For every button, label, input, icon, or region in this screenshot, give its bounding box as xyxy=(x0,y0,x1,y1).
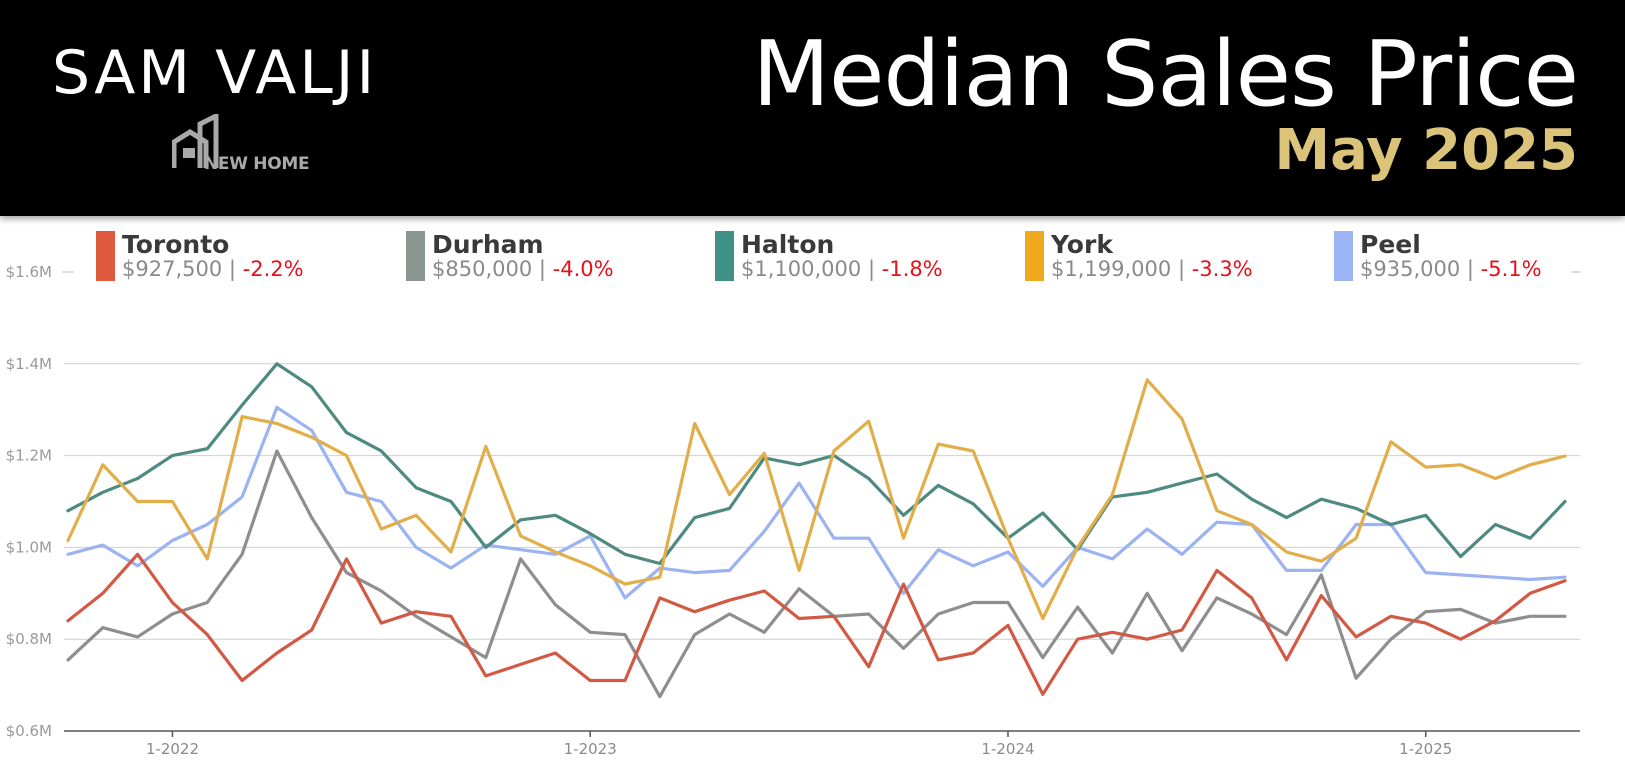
x-tick-label: 1-2023 xyxy=(564,740,617,758)
y-tick-label: $1.6M xyxy=(6,263,52,281)
legend-stat: $1,199,000 | -3.3% xyxy=(1051,257,1253,281)
legend-swatch xyxy=(1025,231,1044,281)
legend-name: Halton xyxy=(741,230,835,259)
y-tick-label: $1.0M xyxy=(6,538,52,556)
legend-change: -4.0% xyxy=(552,257,614,281)
y-tick-label: $1.2M xyxy=(6,447,52,465)
legend-name: Peel xyxy=(1360,230,1421,259)
legend-name: York xyxy=(1051,230,1113,259)
legend-stat: $935,000 | -5.1% xyxy=(1360,257,1542,281)
legend-separator: | xyxy=(538,257,546,281)
x-tick-label: 1-2025 xyxy=(1399,740,1452,758)
legend-swatch xyxy=(1334,231,1353,281)
legend-value: $927,500 xyxy=(122,257,223,281)
legend-stat: $850,000 | -4.0% xyxy=(432,257,614,281)
logo-wordmark: NEW HOME xyxy=(204,154,310,174)
legend-change: -1.8% xyxy=(881,257,943,281)
legend-swatch xyxy=(715,231,734,281)
legend-value: $1,199,000 xyxy=(1051,257,1172,281)
y-tick-label: $0.6M xyxy=(6,722,52,740)
legend-change: -3.3% xyxy=(1191,257,1253,281)
x-tick-label: 1-2024 xyxy=(981,740,1034,758)
legend-separator: | xyxy=(1177,257,1186,281)
legend-change: -2.2% xyxy=(242,257,304,281)
y-tick-label: $0.8M xyxy=(6,630,52,648)
series-line-durham xyxy=(66,449,1567,699)
legend-stat: $927,500 | -2.2% xyxy=(122,257,304,281)
header-banner: SAM VALJI NEW HOME Median Sales Price Ma… xyxy=(0,0,1625,216)
x-tick-label: 1-2022 xyxy=(146,740,199,758)
legend-swatch xyxy=(406,231,425,281)
y-tick-label: $1.4M xyxy=(6,355,52,373)
legend-separator: | xyxy=(1466,257,1474,281)
legend-stat: $1,100,000 | -1.8% xyxy=(741,257,943,281)
legend-swatch xyxy=(96,231,115,281)
page-subtitle: May 2025 xyxy=(1274,118,1578,183)
legend-name: Durham xyxy=(432,230,544,259)
house-logo-icon xyxy=(172,114,219,168)
legend-separator: | xyxy=(867,257,876,281)
series-line-halton xyxy=(66,362,1567,566)
legend-change: -5.1% xyxy=(1480,257,1542,281)
line-chart: $0.6M $0.8M $1.0M $1.2M $1.4M $1.6M 1-2022 1-20… xyxy=(6,263,1581,758)
page-title: Median Sales Price xyxy=(752,22,1579,127)
legend-value: $1,100,000 xyxy=(741,257,862,281)
legend-value: $850,000 xyxy=(432,257,533,281)
legend-separator: | xyxy=(228,257,236,281)
series-line-toronto xyxy=(66,552,1567,696)
series-line-york xyxy=(66,378,1567,621)
legend-name: Toronto xyxy=(122,230,230,259)
legend-value: $935,000 xyxy=(1360,257,1461,281)
brand-name: SAM VALJI xyxy=(52,38,378,108)
